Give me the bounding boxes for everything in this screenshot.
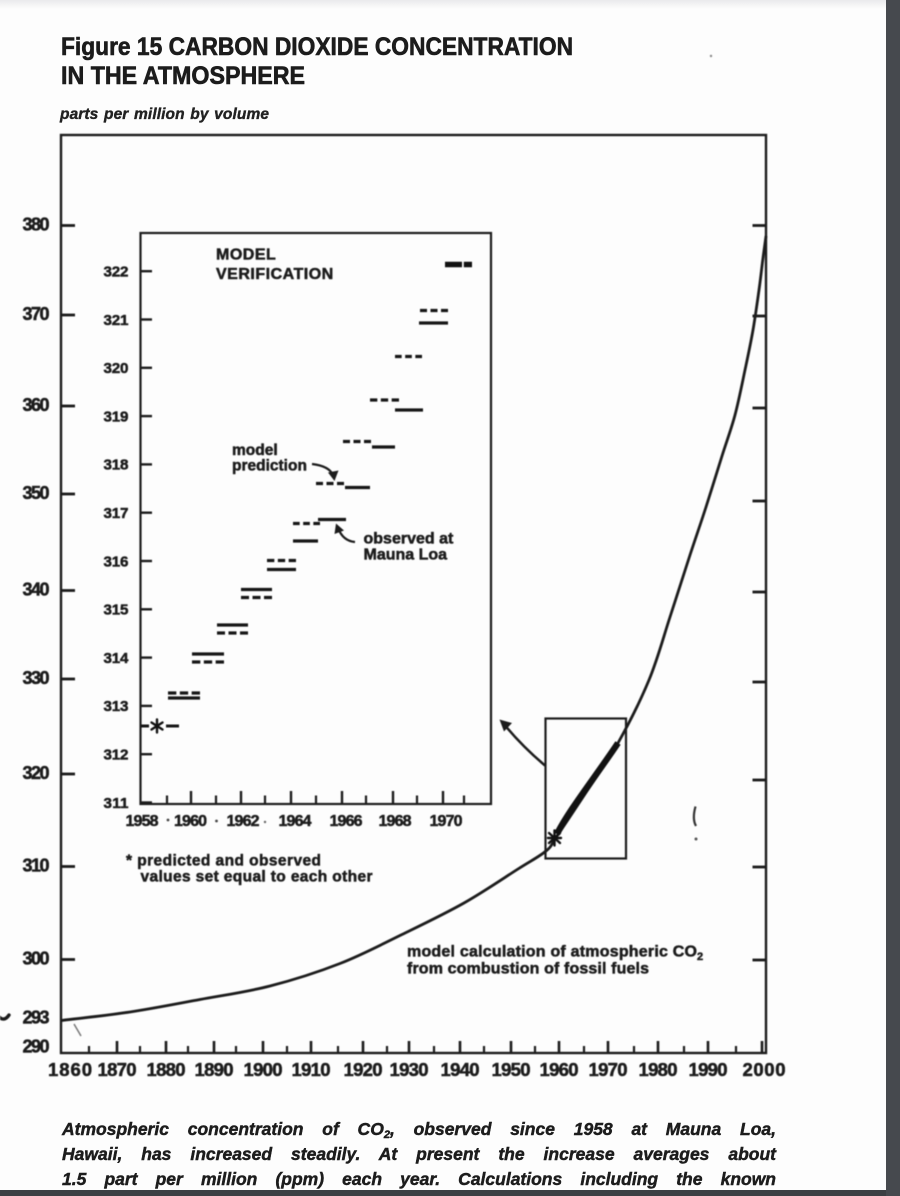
svg-text:360: 360 <box>23 395 50 415</box>
svg-text:1964: 1964 <box>279 813 312 830</box>
svg-text:VERIFICATION: VERIFICATION <box>216 266 334 283</box>
svg-text:values set equal to each other: values set equal to each other <box>141 869 373 886</box>
svg-text:380: 380 <box>23 215 50 235</box>
svg-text:318: 318 <box>104 457 129 474</box>
svg-text:310: 310 <box>23 856 50 876</box>
svg-text:from combustion of fossil fuel: from combustion of fossil fuels <box>407 961 649 978</box>
svg-text:1962: 1962 <box>227 813 260 830</box>
svg-text:314: 314 <box>104 650 130 667</box>
svg-text:311: 311 <box>104 795 130 812</box>
svg-text:319: 319 <box>104 408 129 425</box>
svg-text:313: 313 <box>104 698 129 715</box>
svg-text:* predicted and observed: * predicted and observed <box>126 853 321 870</box>
svg-text:1990: 1990 <box>689 1059 728 1080</box>
svg-text:1958: 1958 <box>126 813 159 830</box>
svg-text:300: 300 <box>23 949 50 969</box>
svg-text:1950: 1950 <box>492 1059 531 1080</box>
svg-text:1930: 1930 <box>390 1059 429 1080</box>
svg-text:1880: 1880 <box>147 1059 186 1080</box>
svg-text:1890: 1890 <box>195 1059 234 1080</box>
svg-text:model calculation of atmospher: model calculation of atmospheric CO <box>407 944 697 961</box>
svg-text:293: 293 <box>23 1008 50 1028</box>
svg-text:1860: 1860 <box>48 1059 92 1080</box>
svg-text:330: 330 <box>23 668 50 688</box>
svg-text:320: 320 <box>104 360 129 377</box>
svg-text:1968: 1968 <box>379 813 412 830</box>
svg-text:315: 315 <box>104 602 130 619</box>
svg-text:340: 340 <box>23 580 50 600</box>
svg-text:1980: 1980 <box>639 1059 678 1080</box>
svg-text:observed at: observed at <box>364 531 454 548</box>
svg-text:370: 370 <box>23 304 50 324</box>
svg-text:320: 320 <box>23 763 50 783</box>
svg-text:1910: 1910 <box>292 1059 331 1080</box>
svg-text:Mauna Loa: Mauna Loa <box>364 547 448 564</box>
svg-text:1960: 1960 <box>540 1059 579 1080</box>
svg-text:2000: 2000 <box>743 1059 786 1080</box>
svg-text:MODEL: MODEL <box>216 247 276 264</box>
svg-text:317: 317 <box>104 505 129 522</box>
svg-text:1870: 1870 <box>98 1059 137 1080</box>
svg-text:321: 321 <box>104 312 130 329</box>
svg-text:316: 316 <box>104 553 129 570</box>
svg-text:1970: 1970 <box>430 813 463 830</box>
svg-text:312: 312 <box>104 747 129 764</box>
svg-text:1960: 1960 <box>174 813 207 830</box>
svg-text:1920: 1920 <box>344 1059 383 1080</box>
svg-text:1940: 1940 <box>441 1059 480 1080</box>
svg-text:model: model <box>232 442 278 459</box>
svg-text:290: 290 <box>23 1037 50 1057</box>
svg-text:2: 2 <box>697 951 703 963</box>
svg-text:1966: 1966 <box>330 813 363 830</box>
svg-text:1900: 1900 <box>244 1059 283 1080</box>
svg-text:350: 350 <box>23 483 50 503</box>
svg-text:prediction: prediction <box>232 458 307 475</box>
svg-text:1970: 1970 <box>589 1059 628 1080</box>
svg-text:322: 322 <box>104 264 129 281</box>
